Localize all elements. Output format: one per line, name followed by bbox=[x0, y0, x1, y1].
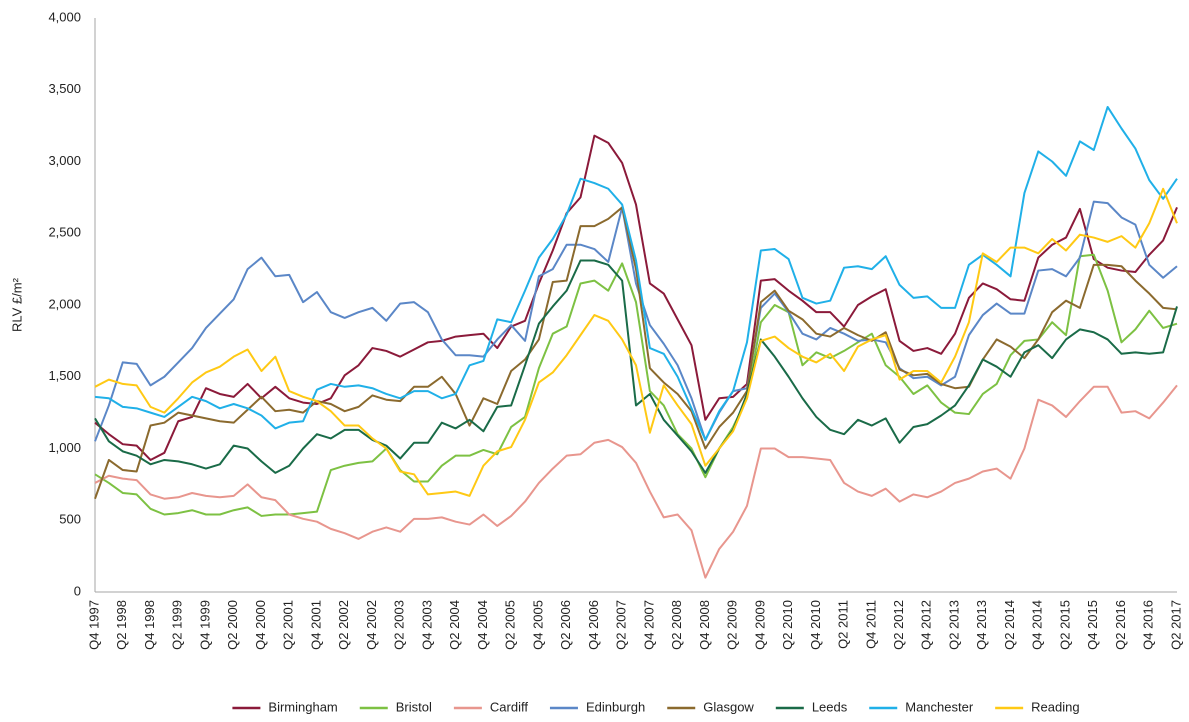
series-line bbox=[94, 259, 1178, 474]
series-line bbox=[94, 105, 1178, 441]
x-tick-label: Q2 2005 bbox=[503, 600, 518, 650]
x-tick-label: Q2 1998 bbox=[114, 600, 129, 650]
x-tick-label: Q4 2003 bbox=[419, 600, 434, 650]
series-line bbox=[94, 134, 1178, 461]
x-tick-label: Q4 2005 bbox=[530, 600, 545, 650]
x-tick-label: Q4 1998 bbox=[142, 600, 157, 650]
y-tick-label: 1,500 bbox=[48, 368, 81, 383]
x-tick-label: Q4 2004 bbox=[475, 600, 490, 650]
y-tick-label: 3,500 bbox=[48, 81, 81, 96]
series-line bbox=[94, 253, 1178, 517]
x-tick-label: Q4 2008 bbox=[697, 600, 712, 650]
legend-label: Edinburgh bbox=[586, 699, 645, 714]
x-tick-label: Q2 2012 bbox=[891, 600, 906, 650]
x-tick-label: Q2 2008 bbox=[669, 600, 684, 650]
legend-label: Reading bbox=[1031, 699, 1079, 714]
x-tick-label: Q4 2015 bbox=[1085, 600, 1100, 650]
x-tick-label: Q4 2000 bbox=[253, 600, 268, 650]
x-tick-label: Q4 1997 bbox=[86, 600, 101, 650]
legend-label: Manchester bbox=[905, 699, 974, 714]
x-tick-label: Q4 1999 bbox=[197, 600, 212, 650]
y-tick-label: 4,000 bbox=[48, 9, 81, 24]
series-line bbox=[94, 200, 1178, 442]
x-tick-label: Q2 2006 bbox=[558, 600, 573, 650]
x-tick-label: Q2 2014 bbox=[1002, 600, 1017, 650]
x-tick-label: Q4 2007 bbox=[641, 600, 656, 650]
x-tick-label: Q2 2007 bbox=[614, 600, 629, 650]
x-tick-label: Q2 2002 bbox=[336, 600, 351, 650]
legend-label: Leeds bbox=[812, 699, 848, 714]
y-tick-label: 1,000 bbox=[48, 440, 81, 455]
x-tick-label: Q4 2014 bbox=[1030, 600, 1045, 650]
series-line bbox=[94, 384, 1178, 579]
series-line bbox=[94, 187, 1178, 497]
y-tick-label: 2,500 bbox=[48, 225, 81, 240]
y-tick-label: 0 bbox=[74, 583, 81, 598]
x-tick-label: Q4 2013 bbox=[974, 600, 989, 650]
x-tick-label: Q4 2012 bbox=[919, 600, 934, 650]
legend-label: Glasgow bbox=[703, 699, 754, 714]
y-tick-label: 2,000 bbox=[48, 296, 81, 311]
y-axis-title: RLV £/m² bbox=[9, 277, 24, 332]
series-line bbox=[94, 206, 1178, 500]
x-tick-label: Q4 2002 bbox=[364, 600, 379, 650]
x-tick-label: Q2 2009 bbox=[725, 600, 740, 650]
x-tick-label: Q2 2010 bbox=[780, 600, 795, 650]
x-tick-label: Q2 2017 bbox=[1168, 600, 1183, 650]
y-tick-label: 500 bbox=[59, 512, 81, 527]
legend-label: Cardiff bbox=[490, 699, 528, 714]
legend-label: Birmingham bbox=[268, 699, 337, 714]
x-tick-label: Q2 2015 bbox=[1057, 600, 1072, 650]
y-tick-label: 3,000 bbox=[48, 153, 81, 168]
x-tick-label: Q2 2011 bbox=[836, 600, 851, 649]
x-tick-label: Q2 2013 bbox=[946, 600, 961, 650]
x-tick-label: Q4 2010 bbox=[808, 600, 823, 650]
x-tick-label: Q4 2006 bbox=[586, 600, 601, 650]
x-tick-label: Q4 2001 bbox=[308, 600, 323, 650]
x-tick-label: Q4 2016 bbox=[1141, 600, 1156, 650]
x-tick-label: Q4 2009 bbox=[752, 600, 767, 650]
legend-label: Bristol bbox=[396, 699, 432, 714]
x-tick-label: Q2 2000 bbox=[225, 600, 240, 650]
x-tick-label: Q2 2004 bbox=[447, 600, 462, 650]
x-tick-label: Q2 1999 bbox=[170, 600, 185, 650]
x-tick-label: Q2 2016 bbox=[1113, 600, 1128, 650]
x-tick-label: Q4 2011 bbox=[863, 600, 878, 649]
x-tick-label: Q2 2003 bbox=[392, 600, 407, 650]
x-tick-label: Q2 2001 bbox=[281, 600, 296, 650]
